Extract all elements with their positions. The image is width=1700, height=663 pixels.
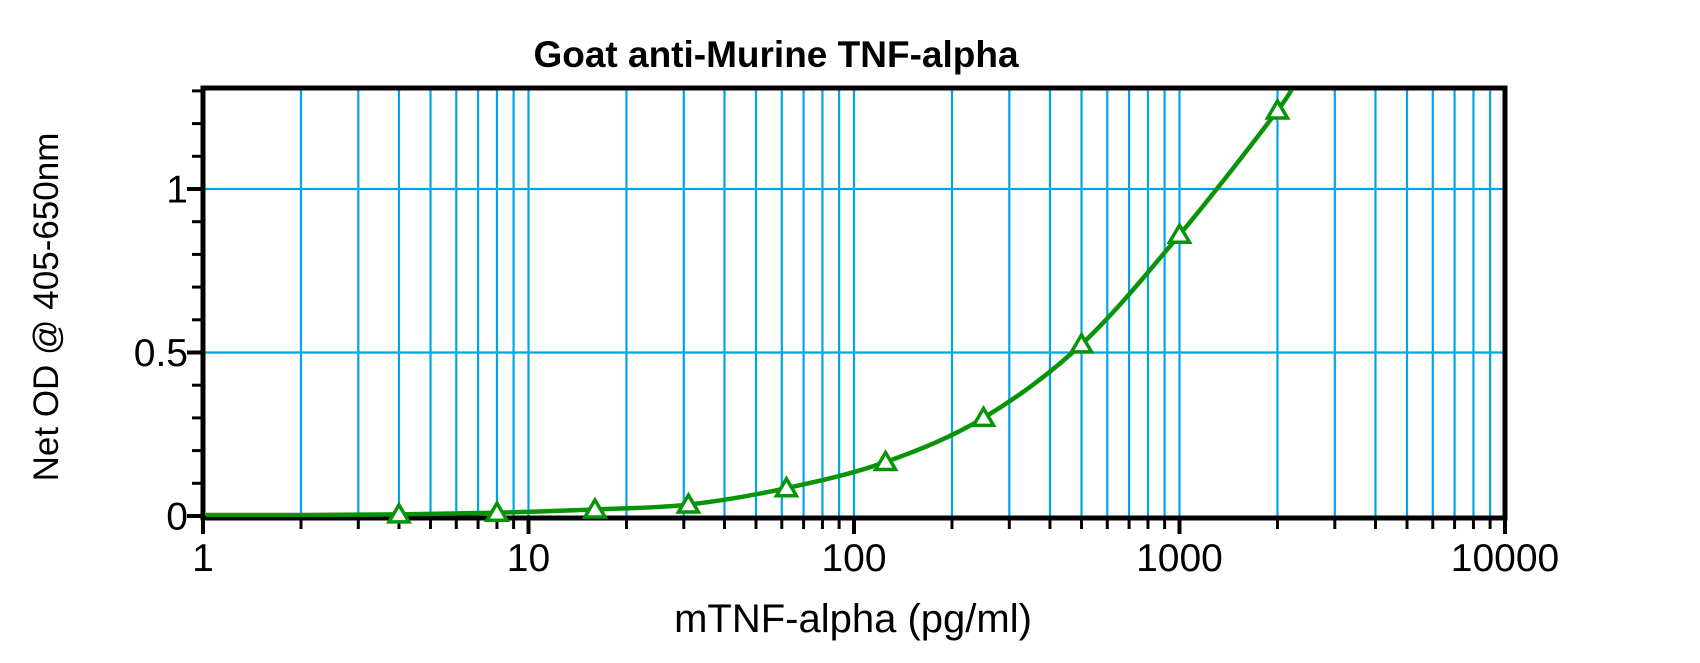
x-axis-label: mTNF-alpha (pg/ml) bbox=[674, 597, 1032, 641]
chart-title: Goat anti-Murine TNF-alpha bbox=[533, 34, 1019, 75]
standard-curve-line bbox=[206, 90, 1295, 517]
x-tick-label: 1000 bbox=[1136, 537, 1223, 580]
y-tick-label: 0.5 bbox=[134, 332, 188, 375]
data-point-marker bbox=[581, 496, 609, 519]
x-tick-label: 10 bbox=[507, 537, 550, 580]
data-point-marker bbox=[872, 449, 899, 472]
data-point-marker bbox=[970, 404, 997, 428]
x-tick-label: 1 bbox=[192, 537, 214, 580]
data-point-marker bbox=[1068, 331, 1095, 354]
x-tick-label: 10000 bbox=[1451, 537, 1559, 580]
data-point-marker bbox=[773, 475, 800, 498]
tick-labels: 1 10 100 1000 10000 0 0.5 1 bbox=[134, 169, 1559, 581]
data-point-marker bbox=[385, 501, 413, 524]
data-point-markers bbox=[385, 97, 1291, 524]
data-point-marker bbox=[1264, 97, 1291, 120]
plot-border bbox=[200, 85, 1508, 521]
x-tick-label: 100 bbox=[821, 537, 886, 580]
y-tick-label: 0 bbox=[166, 496, 188, 539]
y-axis-label: Net OD @ 405-650nm bbox=[27, 133, 66, 482]
data-point-marker bbox=[1166, 221, 1193, 245]
y-tick-label: 1 bbox=[166, 169, 188, 212]
data-series bbox=[206, 90, 1295, 517]
data-point-marker bbox=[483, 499, 511, 522]
gridlines bbox=[205, 90, 1503, 516]
axis-ticks bbox=[187, 89, 1507, 534]
data-point-marker bbox=[675, 491, 702, 514]
axes bbox=[200, 85, 1508, 521]
